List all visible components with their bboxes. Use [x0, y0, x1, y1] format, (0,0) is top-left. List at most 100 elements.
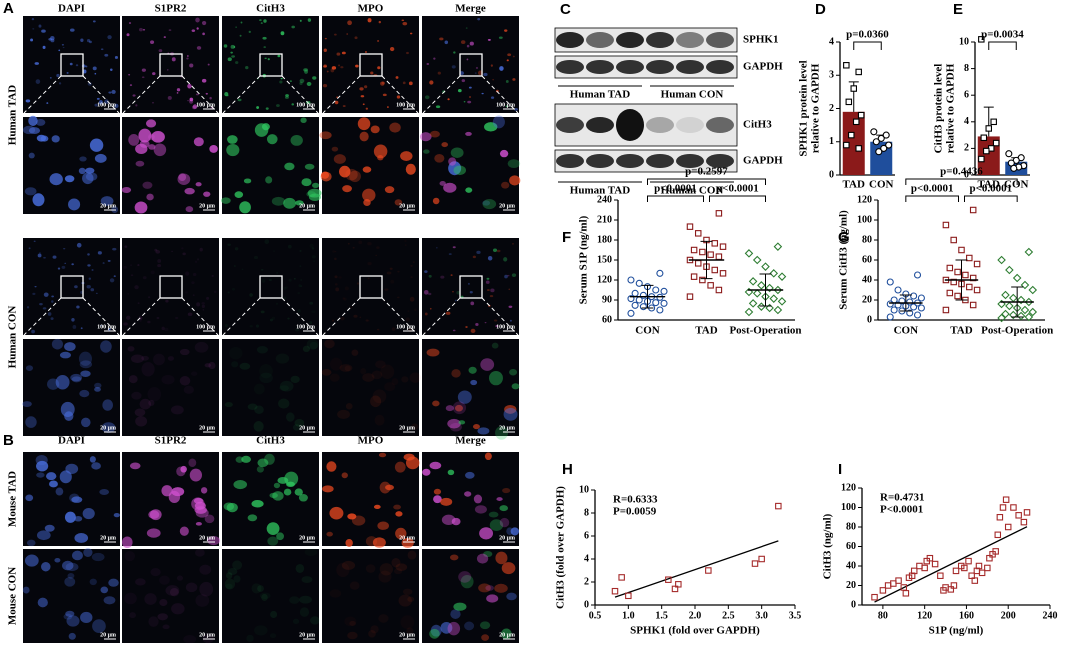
- cell: [89, 456, 96, 463]
- panel-label: I: [838, 461, 842, 478]
- cell: [333, 154, 346, 164]
- cell: [225, 583, 233, 589]
- point: [975, 562, 983, 570]
- cell: [484, 122, 498, 132]
- cell: [309, 244, 313, 248]
- cell: [338, 276, 342, 279]
- cell: [63, 613, 73, 620]
- cell: [487, 255, 493, 261]
- cell: [207, 63, 210, 66]
- point: [1028, 307, 1038, 317]
- micrograph: [222, 452, 319, 546]
- zoom-guide: [181, 75, 219, 114]
- cell: [264, 239, 270, 245]
- cell: [262, 36, 267, 40]
- cell: [204, 363, 212, 368]
- cell: [453, 165, 467, 176]
- cell: [128, 375, 138, 384]
- point: [744, 307, 754, 317]
- point: [978, 155, 985, 163]
- cell: [192, 294, 195, 297]
- cell: [157, 259, 162, 263]
- cell: [185, 271, 190, 276]
- cell: [376, 246, 380, 249]
- row-label: Mouse TAD: [7, 471, 19, 527]
- x-tick-label: 3.0: [755, 610, 768, 621]
- cell: [64, 577, 76, 587]
- cell: [276, 532, 284, 541]
- cell: [74, 515, 83, 522]
- cell: [279, 380, 294, 392]
- cell: [104, 53, 109, 57]
- cell: [76, 242, 82, 248]
- cell: [379, 481, 391, 494]
- cell: [270, 633, 276, 638]
- zoom-guide: [181, 297, 219, 336]
- point: [855, 68, 862, 76]
- cell: [141, 355, 149, 361]
- cell: [266, 134, 278, 145]
- cell: [25, 494, 34, 502]
- cell: [22, 401, 32, 407]
- cell: [362, 373, 375, 382]
- point: [937, 572, 944, 579]
- image-background: [122, 117, 219, 214]
- cell: [259, 592, 271, 600]
- point: [618, 574, 625, 581]
- point: [913, 311, 922, 319]
- cell: [24, 554, 39, 567]
- cell: [200, 487, 208, 494]
- cell: [159, 598, 168, 607]
- cell: [391, 327, 396, 332]
- cell: [103, 596, 116, 605]
- image-background: [222, 117, 319, 214]
- cell: [152, 102, 154, 104]
- cell: [365, 564, 376, 573]
- cell: [194, 341, 209, 353]
- cell: [141, 76, 145, 79]
- cell: [310, 616, 320, 625]
- cell: [476, 553, 489, 564]
- cell: [386, 271, 392, 275]
- statistic: P=0.0059: [613, 506, 657, 518]
- cell: [87, 253, 90, 256]
- statistic: R=0.4731: [880, 492, 924, 504]
- cell: [61, 43, 64, 46]
- comparison-bracket: [853, 41, 882, 50]
- cell: [226, 143, 240, 157]
- micrograph: [23, 452, 120, 547]
- cell: [306, 191, 316, 198]
- point: [942, 306, 950, 314]
- cell: [334, 257, 337, 261]
- cell: [247, 403, 258, 410]
- point: [625, 592, 632, 600]
- point: [752, 289, 762, 298]
- cell: [51, 300, 54, 303]
- cell: [41, 29, 46, 33]
- cell: [99, 488, 110, 495]
- x-tick-label: 160: [959, 610, 974, 621]
- cell: [397, 270, 400, 273]
- cell: [260, 310, 265, 314]
- cell: [189, 468, 202, 482]
- cell: [341, 560, 356, 570]
- cell: [187, 312, 193, 316]
- cell: [72, 324, 77, 329]
- scale-bar-label: 20 μm: [399, 535, 415, 541]
- point: [857, 111, 865, 119]
- cell: [313, 260, 315, 262]
- regression-line: [874, 526, 1028, 603]
- cell: [440, 621, 453, 634]
- cell: [209, 145, 218, 153]
- point: [694, 230, 702, 237]
- cell: [359, 316, 362, 319]
- cell: [111, 206, 119, 213]
- cell: [509, 175, 521, 186]
- cell: [460, 40, 466, 44]
- cell: [165, 585, 180, 596]
- cell: [229, 347, 243, 360]
- zoom-box: [159, 275, 183, 299]
- image-background: [322, 339, 419, 436]
- cell: [376, 328, 380, 331]
- cell: [158, 49, 163, 53]
